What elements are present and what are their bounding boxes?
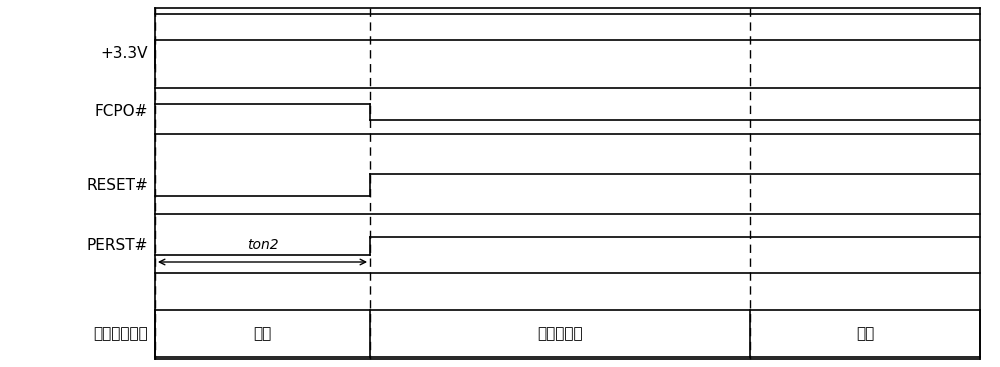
Text: ton2: ton2 (247, 238, 278, 252)
Text: 关机: 关机 (253, 326, 272, 341)
Text: +3.3V: +3.3V (100, 47, 148, 62)
Text: 开机初始化: 开机初始化 (537, 326, 583, 341)
Text: FCPO#: FCPO# (95, 105, 148, 120)
Text: 待机: 待机 (856, 326, 874, 341)
Text: 功能模块状态: 功能模块状态 (93, 326, 148, 341)
Text: RESET#: RESET# (86, 178, 148, 193)
Text: PERST#: PERST# (87, 239, 148, 254)
